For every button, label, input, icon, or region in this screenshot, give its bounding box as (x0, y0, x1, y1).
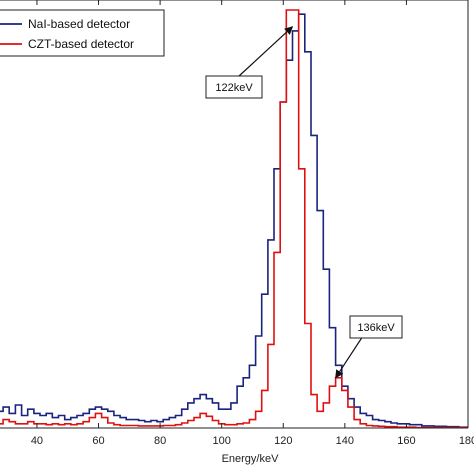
x-tick-label: 160 (397, 435, 415, 447)
annotation-layer: 122keV 136keV (205, 26, 403, 379)
annotation-arrow (238, 26, 294, 77)
axes-layer: 40 60 80 100 120 140 160 180 (0, 0, 474, 447)
x-tick-label: 60 (92, 435, 104, 447)
x-tick-label: 80 (154, 435, 166, 447)
annotation-box (349, 315, 403, 339)
legend-label: NaI-based detector (28, 17, 130, 31)
annotation-label: 136keV (357, 322, 395, 334)
x-tick-label: 180 (459, 435, 474, 447)
legend-box (0, 9, 165, 57)
legend-label: CZT-based detector (28, 37, 134, 51)
series-layer (0, 9, 468, 428)
annotation-box (205, 75, 263, 99)
legend: NaI-based detector CZT-based detector (0, 9, 165, 57)
x-tick-label: 120 (274, 435, 292, 447)
series-line-nai (0, 13, 468, 428)
x-axis-label: Energy/keV (222, 453, 280, 465)
x-tick-label: 140 (336, 435, 354, 447)
series-line-czt (0, 9, 468, 428)
annotation-label: 122keV (215, 82, 253, 94)
x-tick-label: 100 (213, 435, 231, 447)
x-tick-label: 40 (31, 435, 43, 447)
